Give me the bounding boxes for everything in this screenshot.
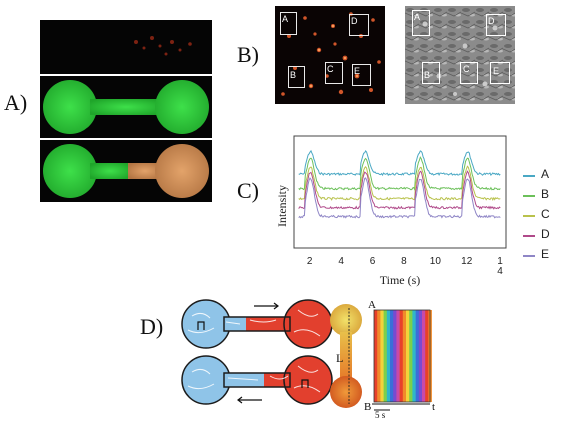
panel-label-d: D) xyxy=(140,314,164,339)
panel-label-a: A) xyxy=(4,90,28,115)
kymo-band xyxy=(399,310,404,402)
panel-a-images xyxy=(40,20,212,202)
trace-d xyxy=(298,170,501,210)
pacing-pulse-icon-2 xyxy=(301,379,309,388)
legend-swatch-b xyxy=(523,195,535,197)
panel-b-roi-a-label: A xyxy=(282,14,289,24)
kymo-label-a: A xyxy=(368,299,376,311)
panel-b-roi-a xyxy=(280,12,297,35)
panel-d-kymograph: A B L 5 s t xyxy=(330,299,435,418)
panel-b-roi-c xyxy=(325,62,343,84)
x-tick-label: 2 xyxy=(307,256,313,267)
kymo-band xyxy=(390,310,394,402)
panel-b-phase-contrast-image xyxy=(405,6,515,104)
kymo-band xyxy=(409,310,413,402)
legend-swatch-e xyxy=(523,255,535,257)
x-tick-label: 6 xyxy=(370,256,376,267)
x-tick-label-last: 4 xyxy=(497,266,503,277)
panel-b-phase-roi-a-label: A xyxy=(414,12,421,22)
schematic-top xyxy=(181,299,333,349)
kymo-band xyxy=(406,310,410,402)
kymo-band xyxy=(425,310,429,402)
schematic-bottom xyxy=(181,355,333,405)
kymo-band xyxy=(396,310,400,402)
kymo-band xyxy=(422,310,426,402)
panel-b-phase-roi-e xyxy=(490,62,510,84)
trace-a xyxy=(298,149,501,177)
kymo-band xyxy=(393,310,397,402)
panel-label-b: B) xyxy=(237,42,259,67)
kymo-band xyxy=(386,310,391,402)
legend-label-a: A xyxy=(541,167,550,181)
kymo-label-l: L xyxy=(336,351,343,365)
kymograph-bands xyxy=(373,309,432,403)
plot-frame xyxy=(293,135,507,249)
panel-b-phase-roi-c-label: C xyxy=(463,64,470,74)
legend-swatch-c xyxy=(523,215,535,217)
legend-swatch-a xyxy=(523,175,535,177)
x-tick-label: 8 xyxy=(401,256,407,267)
panel-a-red-channel xyxy=(40,20,212,74)
panel-b-phase-roi-d-label: D xyxy=(488,16,495,26)
panel-c-chart: Intensity 2 4 6 8 10 12 14 Time (s) xyxy=(275,135,507,287)
kymo-band xyxy=(418,310,423,402)
traces xyxy=(298,149,501,219)
panel-b-roi-b-label: B xyxy=(290,70,297,80)
y-axis-label: Intensity xyxy=(275,185,289,227)
panel-b-phase-roi-d xyxy=(486,14,506,36)
pacing-pulse-icon xyxy=(197,321,205,330)
x-tick-label-last: 1 xyxy=(497,256,503,267)
panel-b-phase-roi-c xyxy=(460,62,478,84)
panel-b-roi-d xyxy=(349,14,369,36)
kymo-band xyxy=(412,310,416,402)
x-tick-label: 4 xyxy=(338,256,344,267)
legend-label-c: C xyxy=(541,207,550,221)
panel-b-phase-roi-b-label: B xyxy=(424,70,431,80)
panel-b-roi-e xyxy=(352,64,371,86)
trace-e xyxy=(298,177,501,219)
scale-bar-label: 5 s xyxy=(375,410,386,418)
legend-swatch-d xyxy=(523,235,535,237)
panel-b-phase-roi-e-label: E xyxy=(493,66,500,76)
panel-d-schematic xyxy=(181,299,333,405)
legend-label-d: D xyxy=(541,227,550,241)
x-ticks: 2 4 6 8 10 12 14 xyxy=(307,256,503,277)
kymo-band xyxy=(377,310,381,402)
trace-b xyxy=(298,156,501,192)
panel-b-phase-roi-b xyxy=(422,62,440,84)
x-tick-label: 12 xyxy=(461,256,473,267)
arrow-left-icon xyxy=(237,396,243,404)
panel-b-roi-c-label: C xyxy=(327,64,334,74)
arrow-right-icon xyxy=(273,302,279,310)
panel-b-phase-roi-a xyxy=(412,10,430,36)
kymo-band xyxy=(383,310,388,402)
panel-label-c: C) xyxy=(237,178,259,203)
kymo-frame xyxy=(373,309,431,403)
trace-c xyxy=(298,165,501,201)
x-axis-label: Time (s) xyxy=(380,273,421,287)
kymo-band xyxy=(415,310,420,402)
kymo-band xyxy=(380,310,384,402)
legend-label-b: B xyxy=(541,187,550,201)
panel-b-roi-e-label: E xyxy=(354,66,361,76)
kymo-band xyxy=(402,310,407,402)
legend-label-e: E xyxy=(541,247,550,261)
kymo-band xyxy=(374,310,378,402)
kymo-label-b: B xyxy=(364,401,371,413)
panel-b-roi-d-label: D xyxy=(351,16,358,26)
x-tick-label: 10 xyxy=(430,256,442,267)
panel-b-roi-b xyxy=(288,66,305,88)
time-axis-label: t xyxy=(432,401,435,413)
